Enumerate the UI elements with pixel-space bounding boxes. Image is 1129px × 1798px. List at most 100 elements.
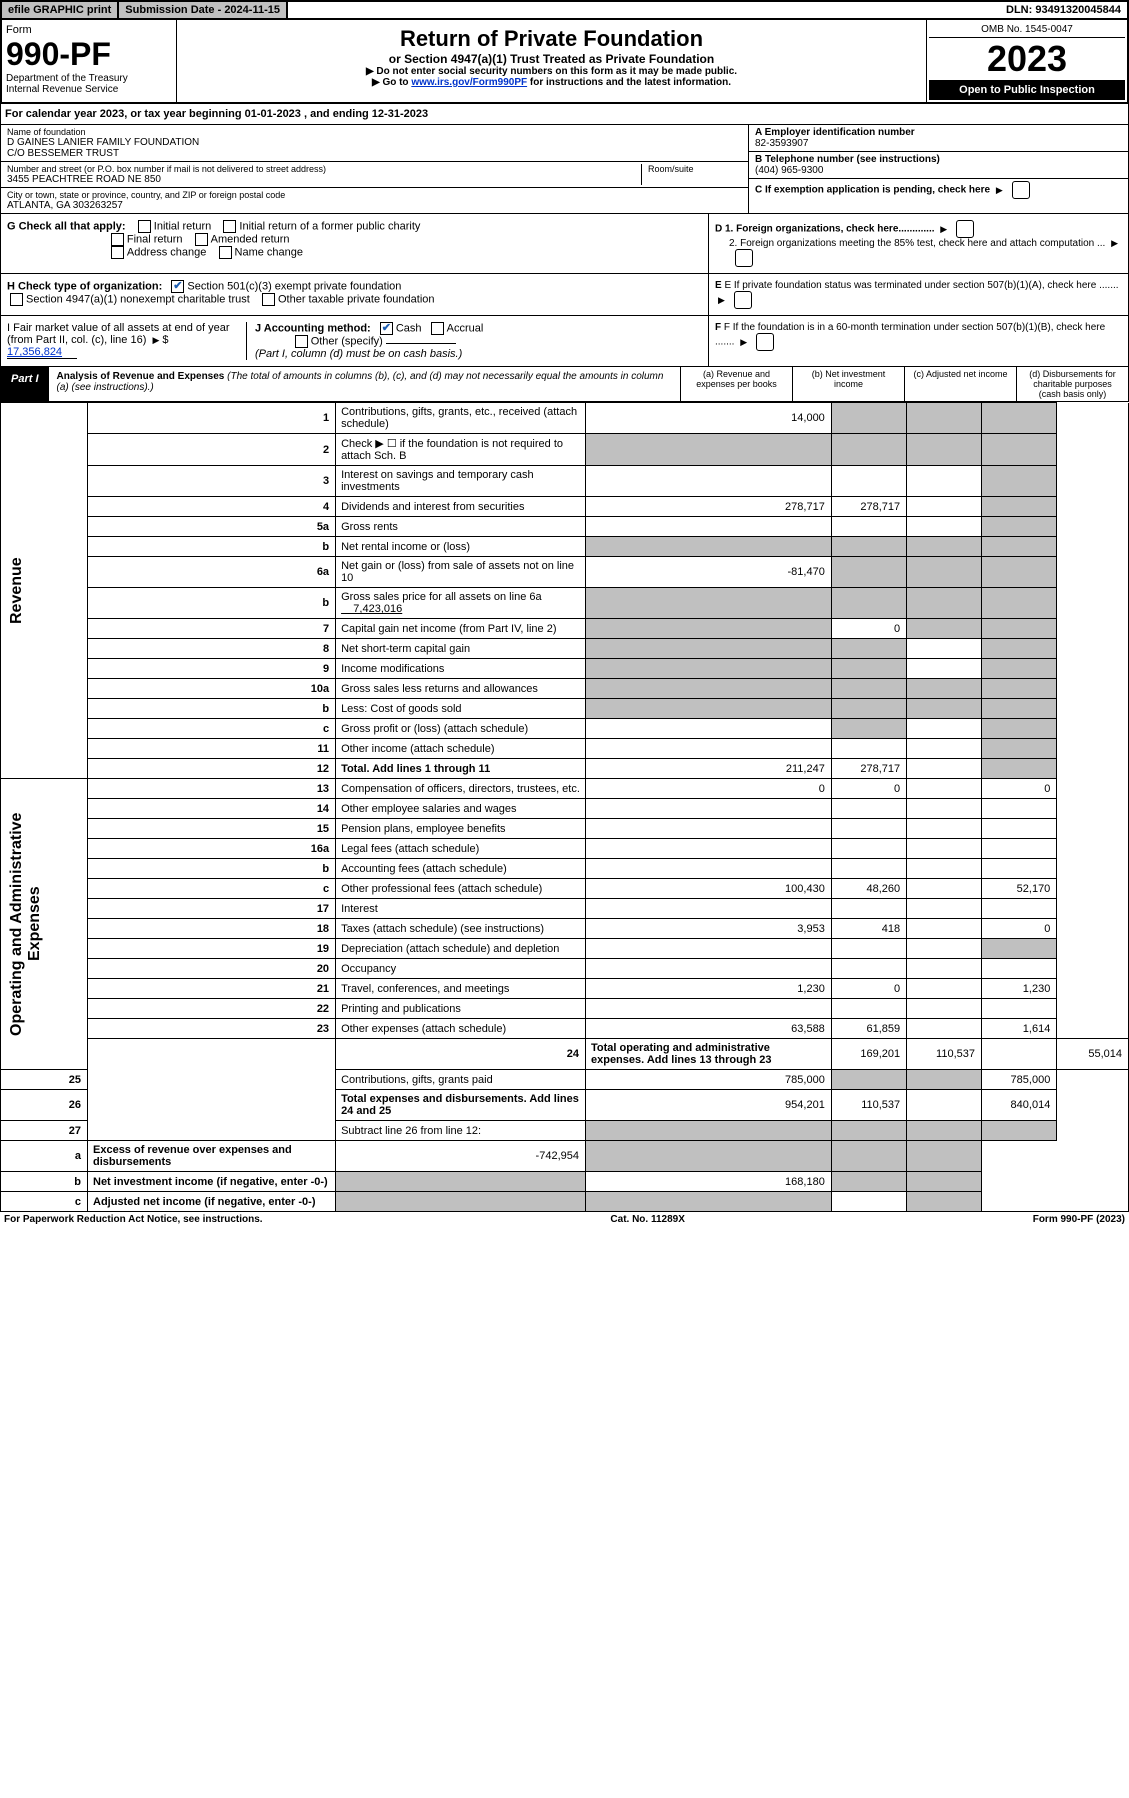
value-cell	[585, 588, 831, 619]
col-d-header: (d) Disbursements for charitable purpose…	[1016, 367, 1128, 401]
value-cell	[907, 403, 982, 434]
value-cell	[981, 859, 1056, 879]
line-number: 9	[88, 659, 336, 679]
g-name-cb[interactable]	[219, 246, 232, 259]
h-label: H Check type of organization:	[7, 280, 162, 292]
e-checkbox[interactable]	[734, 291, 752, 309]
value-cell	[907, 699, 982, 719]
value-cell	[907, 999, 982, 1019]
table-row: 18Taxes (attach schedule) (see instructi…	[1, 919, 1129, 939]
table-row: 2Check ▶ ☐ if the foundation is not requ…	[1, 434, 1129, 466]
h-other-cb[interactable]	[262, 293, 275, 306]
line-number: 20	[88, 959, 336, 979]
line-number: 8	[88, 639, 336, 659]
table-row: 9Income modifications	[1, 659, 1129, 679]
value-cell	[831, 959, 906, 979]
omb-no: OMB No. 1545-0047	[929, 22, 1125, 38]
value-cell	[336, 1172, 586, 1192]
value-cell	[585, 517, 831, 537]
form-number: 990-PF	[6, 36, 172, 73]
value-cell	[585, 819, 831, 839]
value-cell	[907, 639, 982, 659]
value-cell	[585, 466, 831, 497]
line-description: Pension plans, employee benefits	[336, 819, 586, 839]
value-cell	[981, 699, 1056, 719]
irs-link[interactable]: www.irs.gov/Form990PF	[411, 77, 527, 88]
line-description: Less: Cost of goods sold	[336, 699, 586, 719]
value-cell: 14,000	[585, 403, 831, 434]
value-cell	[585, 939, 831, 959]
identity-block: Name of foundation D GAINES LANIER FAMIL…	[0, 125, 1129, 214]
value-cell	[585, 1192, 831, 1212]
value-cell: 63,588	[585, 1019, 831, 1039]
value-cell	[981, 839, 1056, 859]
table-row: 10aGross sales less returns and allowanc…	[1, 679, 1129, 699]
cat-no: Cat. No. 11289X	[610, 1214, 684, 1225]
line-number: 24	[336, 1039, 586, 1070]
ein-label: A Employer identification number	[755, 127, 1122, 138]
j-accrual-cb[interactable]	[431, 322, 444, 335]
value-cell	[981, 759, 1056, 779]
table-row: 16aLegal fees (attach schedule)	[1, 839, 1129, 859]
value-cell	[907, 759, 982, 779]
value-cell	[585, 999, 831, 1019]
line-description: Total operating and administrative expen…	[585, 1039, 831, 1070]
table-row: cOther professional fees (attach schedul…	[1, 879, 1129, 899]
c-checkbox[interactable]	[1012, 181, 1030, 199]
part1-header: Part I Analysis of Revenue and Expenses …	[0, 367, 1129, 402]
f-checkbox[interactable]	[756, 333, 774, 351]
line-description: Accounting fees (attach schedule)	[336, 859, 586, 879]
addr-label: Number and street (or P.O. box number if…	[7, 164, 635, 174]
value-cell: 954,201	[585, 1090, 831, 1121]
value-cell	[831, 939, 906, 959]
section-rotated-label: Revenue	[6, 406, 28, 775]
value-cell	[831, 434, 906, 466]
g-initial-cb[interactable]	[138, 220, 151, 233]
value-cell	[585, 899, 831, 919]
j-other-cb[interactable]	[295, 335, 308, 348]
value-cell: 0	[981, 919, 1056, 939]
line-number: c	[1, 1192, 88, 1212]
value-cell	[907, 1192, 982, 1212]
j-cash-cb[interactable]	[380, 322, 393, 335]
d1-checkbox[interactable]	[956, 220, 974, 238]
line-description: Net gain or (loss) from sale of assets n…	[336, 557, 586, 588]
value-cell	[981, 434, 1056, 466]
value-cell: 785,000	[585, 1070, 831, 1090]
value-cell	[907, 899, 982, 919]
value-cell: 168,180	[585, 1172, 831, 1192]
line-number: 10a	[88, 679, 336, 699]
line-number: 23	[88, 1019, 336, 1039]
value-cell	[585, 1141, 831, 1172]
g-initial-former-cb[interactable]	[223, 220, 236, 233]
value-cell	[831, 466, 906, 497]
line-number: b	[88, 588, 336, 619]
line-number: 27	[1, 1121, 88, 1141]
line-number: b	[88, 859, 336, 879]
col-c-header: (c) Adjusted net income	[904, 367, 1016, 401]
g-final-cb[interactable]	[111, 233, 124, 246]
table-row: 14Other employee salaries and wages	[1, 799, 1129, 819]
value-cell	[907, 859, 982, 879]
table-row: bNet investment income (if negative, ent…	[1, 1172, 1129, 1192]
g-amended-cb[interactable]	[195, 233, 208, 246]
value-cell: 278,717	[585, 497, 831, 517]
value-cell: -81,470	[585, 557, 831, 588]
line-number: 6a	[88, 557, 336, 588]
value-cell	[907, 959, 982, 979]
city-state-zip: ATLANTA, GA 303263257	[7, 200, 742, 211]
value-cell	[831, 839, 906, 859]
d2-checkbox[interactable]	[735, 249, 753, 267]
footer: For Paperwork Reduction Act Notice, see …	[0, 1212, 1129, 1227]
h-501c3-cb[interactable]	[171, 280, 184, 293]
value-cell	[981, 719, 1056, 739]
value-cell: 1,230	[585, 979, 831, 999]
value-cell	[981, 799, 1056, 819]
d1-label: D 1. Foreign organizations, check here..…	[715, 224, 935, 235]
form-title: Return of Private Foundation	[183, 26, 920, 52]
line-description: Compensation of officers, directors, tru…	[336, 779, 586, 799]
h-4947-cb[interactable]	[10, 293, 23, 306]
table-row: Operating and Administrative Expenses13C…	[1, 779, 1129, 799]
i-value[interactable]: 17,356,824	[7, 346, 77, 359]
g-address-cb[interactable]	[111, 246, 124, 259]
